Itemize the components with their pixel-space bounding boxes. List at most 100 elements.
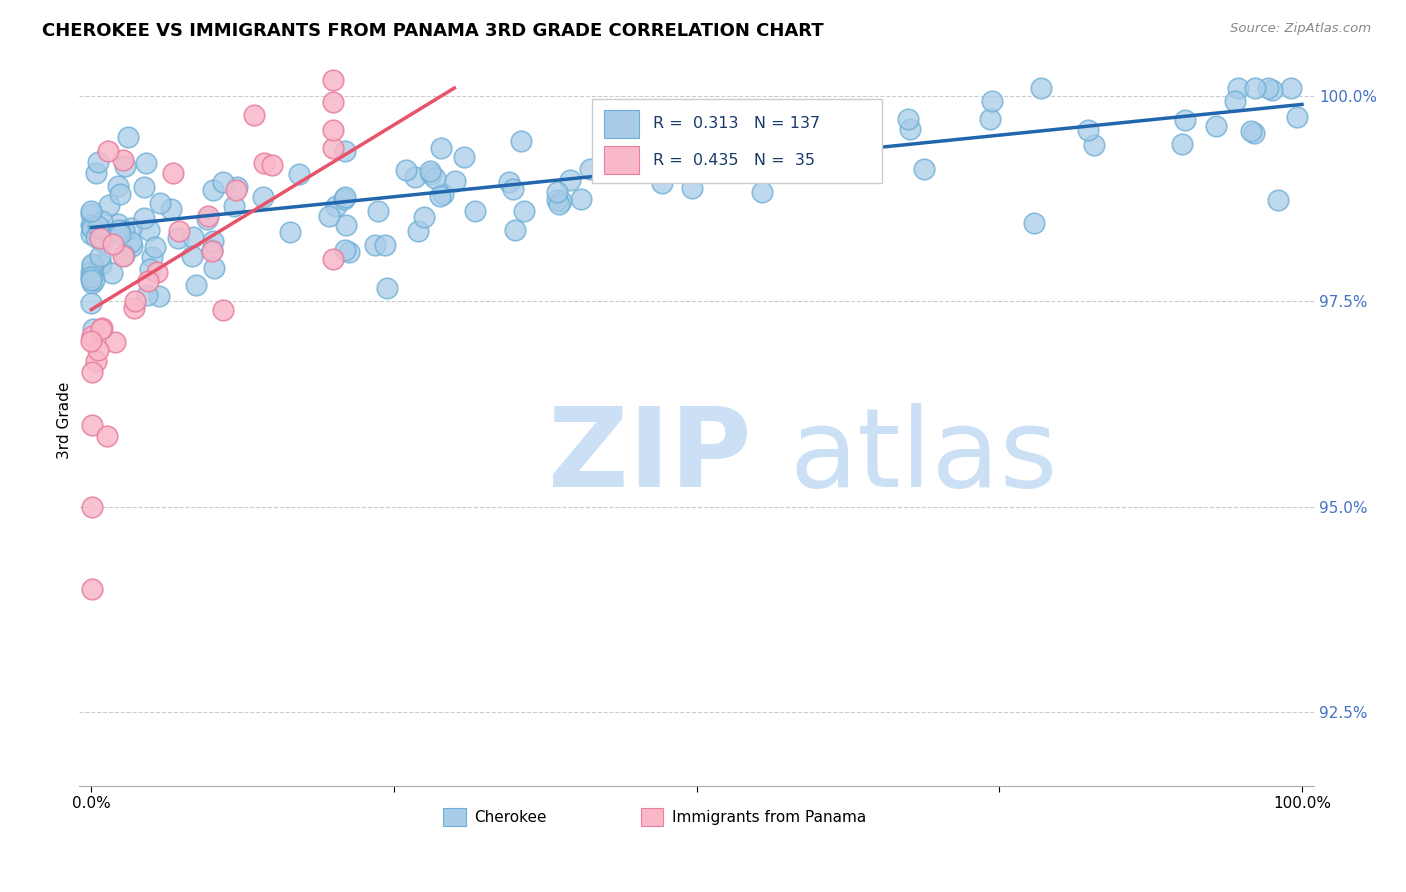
- Point: [821, 159, 844, 173]
- Point: [754, 140, 776, 154]
- Point: [367, 203, 389, 218]
- Point: [138, 223, 160, 237]
- Point: [84, 353, 107, 368]
- Point: [149, 195, 172, 210]
- Point: [335, 243, 357, 257]
- Point: [148, 289, 170, 303]
- Point: [322, 141, 344, 155]
- Point: [335, 218, 357, 232]
- Point: [374, 237, 396, 252]
- Point: [82, 364, 104, 378]
- Point: [201, 244, 224, 258]
- Point: [1223, 94, 1246, 108]
- Point: [1077, 122, 1099, 136]
- Point: [322, 72, 344, 87]
- Point: [856, 116, 879, 130]
- Point: [364, 238, 387, 252]
- Point: [143, 240, 166, 254]
- Point: [444, 174, 467, 188]
- Point: [498, 176, 520, 190]
- Point: [201, 183, 224, 197]
- Point: [546, 194, 568, 208]
- Point: [80, 207, 103, 221]
- Text: Cherokee: Cherokee: [474, 810, 547, 824]
- Point: [651, 176, 673, 190]
- Point: [547, 197, 569, 211]
- Text: atlas: atlas: [789, 403, 1057, 510]
- Point: [453, 150, 475, 164]
- Point: [91, 235, 114, 250]
- Point: [87, 225, 110, 239]
- Point: [90, 221, 112, 235]
- Point: [681, 181, 703, 195]
- Point: [1285, 110, 1308, 124]
- Point: [136, 287, 159, 301]
- Point: [751, 185, 773, 199]
- Point: [1257, 81, 1279, 95]
- Point: [333, 144, 356, 158]
- Point: [212, 175, 235, 189]
- Point: [89, 249, 111, 263]
- Point: [132, 211, 155, 226]
- Point: [546, 185, 568, 199]
- Point: [1083, 138, 1105, 153]
- Point: [167, 224, 190, 238]
- Point: [650, 163, 672, 178]
- Text: CHEROKEE VS IMMIGRANTS FROM PANAMA 3RD GRADE CORRELATION CHART: CHEROKEE VS IMMIGRANTS FROM PANAMA 3RD G…: [42, 22, 824, 40]
- Bar: [605, 110, 638, 137]
- Point: [979, 112, 1001, 126]
- Point: [159, 202, 181, 216]
- Point: [607, 151, 630, 165]
- Point: [80, 265, 103, 279]
- Point: [82, 321, 104, 335]
- Point: [80, 218, 103, 232]
- Point: [749, 139, 772, 153]
- Point: [80, 273, 103, 287]
- Point: [104, 335, 127, 350]
- Point: [108, 223, 131, 237]
- Point: [82, 417, 104, 432]
- Point: [201, 243, 224, 257]
- Point: [243, 108, 266, 122]
- Point: [288, 167, 311, 181]
- Point: [513, 203, 536, 218]
- Point: [1205, 120, 1227, 134]
- Point: [1261, 83, 1284, 97]
- Point: [222, 198, 245, 212]
- Point: [139, 262, 162, 277]
- Point: [571, 192, 593, 206]
- Bar: [443, 807, 465, 826]
- Point: [111, 153, 134, 168]
- Point: [80, 227, 103, 242]
- Point: [91, 214, 114, 228]
- Point: [80, 204, 103, 219]
- Point: [124, 293, 146, 308]
- Point: [124, 301, 146, 316]
- Point: [80, 296, 103, 310]
- Point: [96, 429, 118, 443]
- Point: [90, 257, 112, 271]
- Point: [322, 122, 344, 136]
- Point: [502, 182, 524, 196]
- Point: [107, 179, 129, 194]
- Point: [112, 224, 135, 238]
- Point: [110, 187, 132, 202]
- Point: [80, 221, 103, 235]
- Point: [419, 167, 441, 181]
- Point: [1171, 136, 1194, 151]
- Bar: [605, 146, 638, 174]
- Point: [278, 225, 301, 239]
- Point: [1227, 81, 1250, 95]
- Point: [80, 270, 103, 285]
- Point: [318, 209, 340, 223]
- Point: [413, 211, 436, 225]
- Point: [84, 230, 107, 244]
- Point: [333, 193, 356, 207]
- Point: [80, 221, 103, 235]
- Point: [114, 159, 136, 173]
- Point: [406, 224, 429, 238]
- Point: [146, 265, 169, 279]
- Point: [419, 163, 441, 178]
- Point: [335, 190, 357, 204]
- Point: [120, 221, 142, 235]
